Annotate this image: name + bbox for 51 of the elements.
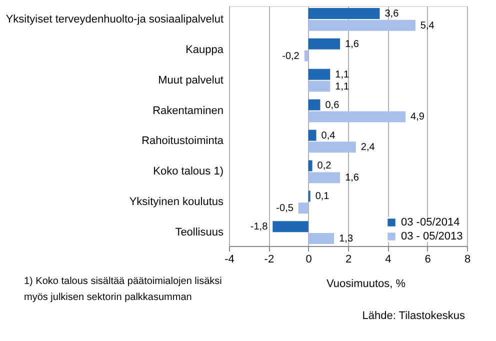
legend-label: 03 -05/2014 [401, 216, 460, 228]
x-tick-label: 0 [306, 254, 312, 266]
data-label: 3,6 [384, 8, 400, 20]
data-label: 1,6 [345, 172, 360, 184]
bar [308, 160, 312, 172]
bar [308, 172, 340, 184]
data-label: 0,1 [315, 191, 330, 202]
data-label: -0,2 [282, 50, 300, 62]
y-tick-label: Yksityiset terveydenhuolto-ja sosiaalipalvelut [6, 13, 224, 26]
data-label: 1,1 [335, 81, 350, 92]
data-label: -0,5 [276, 203, 294, 214]
data-label: 1,6 [345, 38, 360, 50]
data-label: 1,3 [339, 234, 354, 245]
data-label: 5,4 [420, 20, 435, 32]
y-tick-label: Kauppa [186, 44, 224, 56]
text: Lähde: Tilastokeskus [362, 310, 466, 322]
x-tick-label: 6 [424, 254, 431, 266]
x-axis-title: Vuosimuutos, % [326, 278, 406, 290]
bar [308, 68, 330, 80]
bar [308, 130, 316, 141]
x-tick-label: -4 [224, 254, 234, 266]
bar [298, 202, 308, 214]
data-label: 4,9 [410, 112, 425, 123]
y-tick-label: Rakentaminen [152, 104, 224, 117]
data-label: 0,2 [317, 160, 332, 172]
y-tick-label: Muut palvelut [158, 74, 224, 86]
x-tick-label: 4 [385, 254, 392, 266]
y-tick-label: Yksityinen koulutus [129, 196, 224, 208]
bar [308, 8, 380, 19]
legend-label: 03 - 05/2013 [401, 230, 463, 242]
bar [308, 20, 416, 31]
data-label: 2,4 [360, 142, 376, 154]
bar [308, 38, 340, 50]
y-tick-label: Koko talous 1) [153, 166, 224, 178]
bar [308, 99, 320, 110]
bar [308, 142, 356, 153]
data-label: 0,6 [325, 100, 340, 111]
data-label: -1,8 [250, 222, 268, 233]
x-tick-label: 2 [345, 254, 352, 266]
bar [304, 50, 308, 62]
text: 1) Koko talous sisältää päätoimialojen lisäksi myös julkisen sektorin palkkasumman [24, 276, 222, 303]
y-tick-label: Teollisuus [175, 226, 224, 239]
bar [308, 80, 330, 92]
data-label: 0,4 [321, 130, 336, 142]
data-label: 1,1 [335, 69, 350, 80]
x-tick-label: -2 [264, 254, 274, 266]
bar [308, 233, 334, 244]
bar [272, 221, 308, 232]
bar [308, 111, 406, 122]
y-tick-label: Rahoitustoiminta [142, 135, 224, 148]
x-tick-label: 8 [464, 254, 471, 266]
